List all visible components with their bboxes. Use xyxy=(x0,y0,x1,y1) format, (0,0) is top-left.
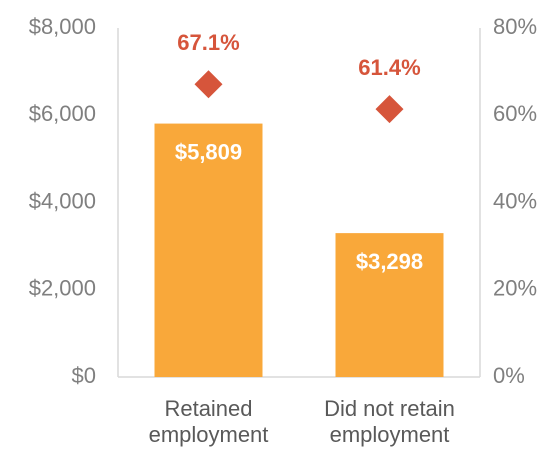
y-tick-label: $8,000 xyxy=(29,14,96,39)
bar-value-label: $3,298 xyxy=(356,249,423,274)
bar-value-label: $5,809 xyxy=(175,139,242,164)
y2-tick-label: 0% xyxy=(493,363,525,388)
y-tick-label: $0 xyxy=(72,363,96,388)
bar xyxy=(335,233,444,377)
diamond-marker xyxy=(194,70,223,99)
marker-value-label: 67.1% xyxy=(177,30,239,55)
y2-tick-label: 60% xyxy=(493,101,537,126)
diamond-marker xyxy=(375,95,404,124)
y2-tick-label: 80% xyxy=(493,14,537,39)
x-tick-label: Retained employment xyxy=(148,396,269,447)
marker-value-label: 61.4% xyxy=(358,55,420,80)
y-tick-label: $2,000 xyxy=(29,276,96,301)
y2-tick-label: 40% xyxy=(493,188,537,213)
y2-tick-label: 20% xyxy=(493,276,537,301)
y-tick-label: $6,000 xyxy=(29,101,96,126)
bar xyxy=(154,123,263,378)
x-tick-label: Did not retain employment xyxy=(324,396,455,447)
y-tick-label: $4,000 xyxy=(29,188,96,213)
